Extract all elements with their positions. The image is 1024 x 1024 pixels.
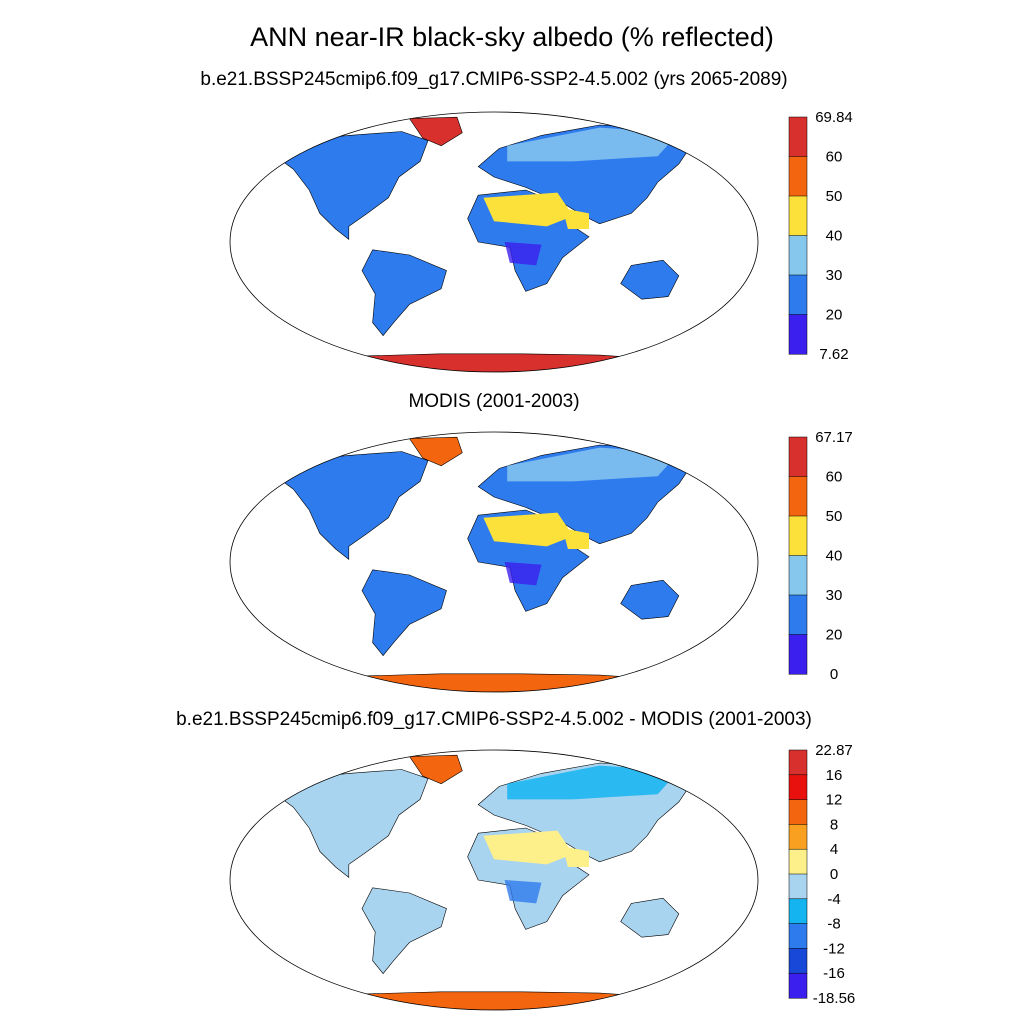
colorbar-label: 0 <box>830 666 838 683</box>
continent-australia <box>620 259 680 300</box>
region-arabia <box>562 528 589 549</box>
continent-southAmerica <box>361 569 447 657</box>
colorbar-label: 40 <box>826 228 843 245</box>
continent-northAmerica <box>271 769 429 879</box>
colorbar-label: 50 <box>826 508 843 525</box>
map-panel-2: MODIS (2001-2003) 67.17 60 50 40 30 20 0 <box>229 391 853 693</box>
map-land <box>271 116 696 372</box>
continent-greenland <box>408 116 463 147</box>
colorbar-swatch <box>788 634 808 675</box>
colorbar-swatch <box>788 948 808 974</box>
figure-title: ANN near-IR black-sky albedo (% reflecte… <box>250 22 774 52</box>
continent-antarctica <box>340 673 659 692</box>
colorbar-swatch <box>788 436 808 478</box>
continent-australia <box>620 579 680 620</box>
region-tropics <box>504 880 542 904</box>
colorbar-label: 16 <box>826 767 843 784</box>
colorbar-label: 8 <box>830 816 838 833</box>
continent-southAmerica <box>361 249 447 337</box>
colorbar: 22.87 16 12 8 4 0 -4 -8 -12 -16 -18.56 <box>788 742 856 1007</box>
colorbar-swatch <box>788 235 808 276</box>
continent-greenland <box>408 754 463 785</box>
region-tropics <box>504 242 542 266</box>
continent-australia <box>620 897 680 938</box>
colorbar-label: 22.87 <box>815 742 853 759</box>
colorbar-label: 67.17 <box>815 429 853 446</box>
colorbar-label: 12 <box>826 792 843 809</box>
colorbar-swatch <box>788 898 808 925</box>
snow-region <box>507 127 679 162</box>
colorbar-swatch <box>788 749 808 776</box>
colorbar: 69.84 60 50 40 30 20 7.62 <box>788 109 853 363</box>
colorbar: 67.17 60 50 40 30 20 0 <box>788 429 853 683</box>
colorbar-swatch <box>788 476 808 517</box>
continent-antarctica <box>340 991 659 1010</box>
map-border <box>229 749 759 1011</box>
colorbar-swatch <box>788 923 808 949</box>
colorbar-swatch <box>788 274 808 316</box>
colorbar-label: -12 <box>823 940 845 957</box>
colorbar-label: 69.84 <box>815 109 853 126</box>
colorbar-label: -8 <box>827 916 840 933</box>
colorbar-swatch <box>788 555 808 596</box>
colorbar-swatch <box>788 824 808 850</box>
colorbar-swatch <box>788 156 808 197</box>
colorbar-label: -4 <box>827 891 840 908</box>
continent-northAmerica <box>271 451 429 561</box>
colorbar-swatch <box>788 195 808 237</box>
colorbar-label: 20 <box>826 307 843 324</box>
colorbar-label: 7.62 <box>819 346 848 363</box>
colorbar-label: 4 <box>830 841 838 858</box>
colorbar-label: 50 <box>826 188 843 205</box>
map-border <box>229 111 759 373</box>
map-land <box>271 436 696 692</box>
region-arabia <box>562 846 589 867</box>
colorbar-label: 20 <box>826 627 843 644</box>
map-border <box>229 431 759 693</box>
region-desert <box>483 192 574 227</box>
snow-region <box>507 765 679 800</box>
map-land <box>271 754 696 1010</box>
region-desert <box>483 512 574 547</box>
colorbar-label: -18.56 <box>813 990 856 1007</box>
colorbar-swatch <box>788 799 808 825</box>
colorbar-swatch <box>788 515 808 557</box>
colorbar-swatch <box>788 873 808 900</box>
continent-southAmerica <box>361 887 447 975</box>
continent-greenland <box>408 436 463 467</box>
colorbar-swatch <box>788 116 808 158</box>
colorbar-label: 60 <box>826 469 843 486</box>
colorbar-label: 40 <box>826 548 843 565</box>
region-desert <box>483 830 574 865</box>
colorbar-label: 30 <box>826 267 843 284</box>
region-tropics <box>504 562 542 586</box>
continent-antarctica <box>340 353 659 372</box>
colorbar-swatch <box>788 848 808 875</box>
panel-subtitle: MODIS (2001-2003) <box>408 391 579 412</box>
colorbar-swatch <box>788 972 808 999</box>
map-panel-3: b.e21.BSSP245cmip6.f09_g17.CMIP6-SSP2-4.… <box>176 709 856 1011</box>
panel-subtitle: b.e21.BSSP245cmip6.f09_g17.CMIP6-SSP2-4.… <box>200 69 787 90</box>
colorbar-swatch <box>788 594 808 636</box>
colorbar-swatch <box>788 774 808 801</box>
colorbar-label: 30 <box>826 587 843 604</box>
colorbar-swatch <box>788 314 808 355</box>
colorbar-label: -16 <box>823 965 845 982</box>
panel-subtitle: b.e21.BSSP245cmip6.f09_g17.CMIP6-SSP2-4.… <box>176 709 812 730</box>
continent-northAmerica <box>271 131 429 241</box>
colorbar-label: 0 <box>830 866 838 883</box>
snow-region <box>507 447 679 482</box>
region-arabia <box>562 208 589 229</box>
map-panel-1: b.e21.BSSP245cmip6.f09_g17.CMIP6-SSP2-4.… <box>200 69 853 373</box>
colorbar-label: 60 <box>826 149 843 166</box>
